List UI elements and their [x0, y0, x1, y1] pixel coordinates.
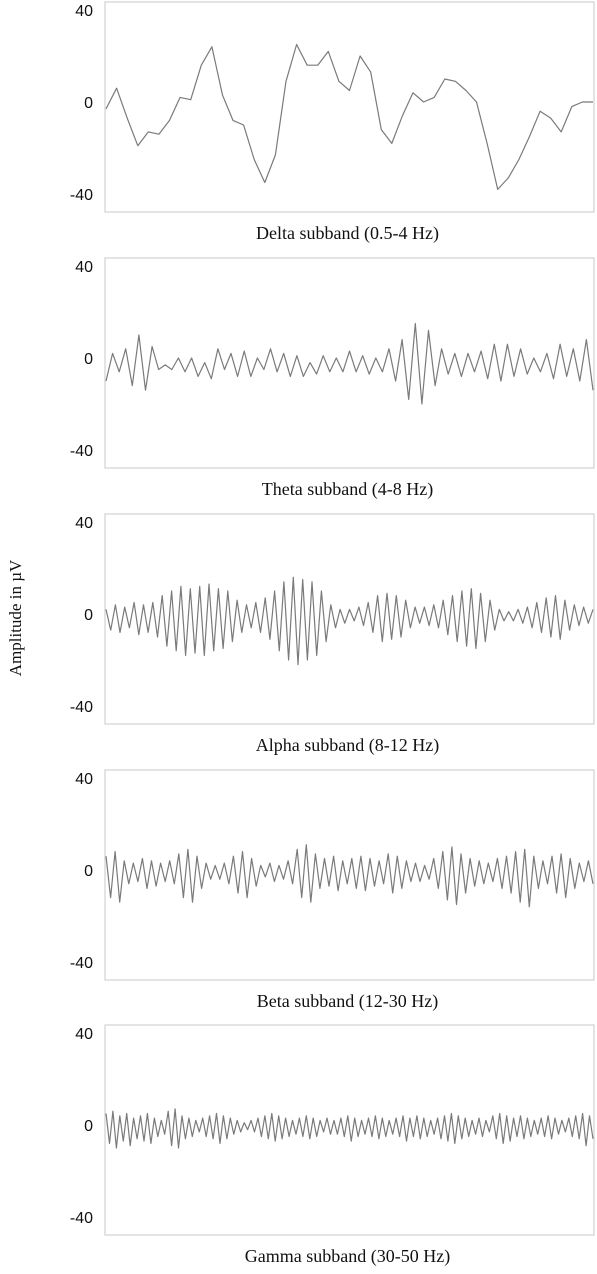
theta-plot-frame	[104, 257, 595, 469]
theta-ytick-label: -40	[70, 443, 93, 460]
beta-signal-line	[105, 844, 594, 908]
beta-ytick-label: 40	[75, 771, 93, 788]
theta-panel-caption: Theta subband (4-8 Hz)	[262, 479, 433, 500]
beta-plot-frame	[104, 769, 595, 981]
gamma-ytick-label: -40	[70, 1210, 93, 1227]
theta-signal-line	[105, 322, 594, 405]
delta-signal-line	[105, 43, 593, 190]
theta-ytick-label: 0	[84, 351, 93, 368]
delta-ytick-label: -40	[70, 187, 93, 204]
theta-ytick-label: 40	[75, 259, 93, 276]
beta-ytick-label: 0	[84, 863, 93, 880]
alpha-ytick-label: 40	[75, 515, 93, 532]
alpha-panel: 40 0 -40 Alpha subband (8-12 Hz)	[70, 513, 595, 756]
alpha-ytick-label: -40	[70, 699, 93, 716]
theta-panel: 40 0 -40 Theta subband (4-8 Hz)	[70, 257, 595, 500]
beta-panel-caption: Beta subband (12-30 Hz)	[257, 991, 438, 1012]
gamma-ytick-label: 0	[84, 1118, 93, 1135]
y-axis-label: Amplitude in µV	[6, 559, 25, 676]
delta-panel-caption: Delta subband (0.5-4 Hz)	[256, 223, 439, 244]
alpha-ytick-label: 0	[84, 607, 93, 624]
beta-ytick-label: -40	[70, 955, 93, 972]
delta-plot-frame	[104, 1, 595, 213]
gamma-panel: 40 0 -40 Gamma subband (30-50 Hz)	[70, 1024, 595, 1267]
beta-panel: 40 0 -40 Beta subband (12-30 Hz)	[70, 769, 595, 1012]
alpha-panel-caption: Alpha subband (8-12 Hz)	[256, 735, 439, 756]
gamma-ytick-label: 40	[75, 1026, 93, 1043]
delta-ytick-label: 0	[84, 95, 93, 112]
alpha-signal-line	[105, 576, 594, 666]
gamma-signal-line	[105, 1108, 594, 1149]
gamma-panel-caption: Gamma subband (30-50 Hz)	[245, 1246, 450, 1267]
delta-panel: 40 0 -40 Delta subband (0.5-4 Hz)	[70, 1, 595, 244]
delta-ytick-label: 40	[75, 3, 93, 20]
